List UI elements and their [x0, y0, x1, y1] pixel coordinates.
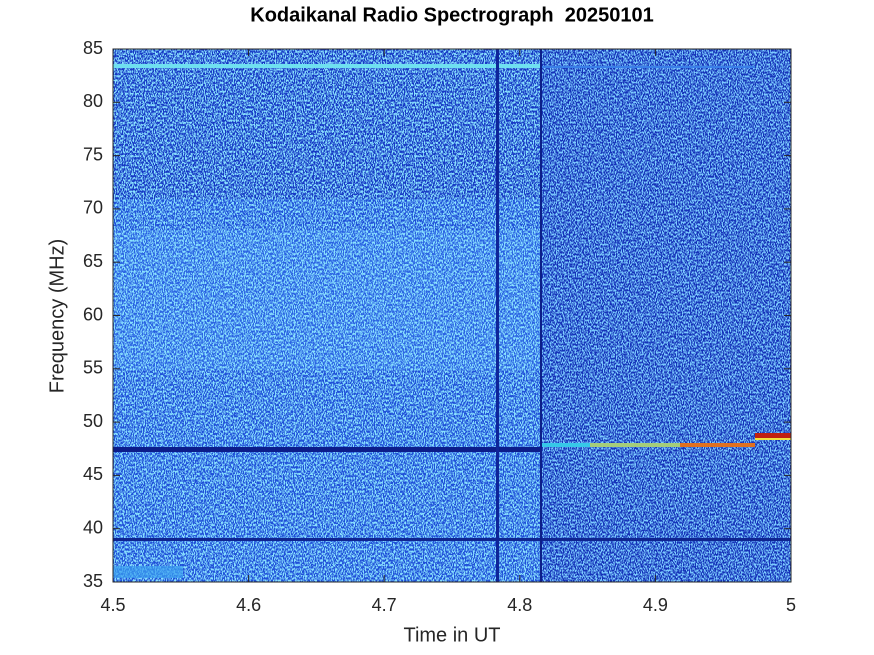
x-tick-label: 4.8 — [507, 595, 532, 615]
y-tick-label: 70 — [83, 198, 103, 218]
y-tick-label: 55 — [83, 358, 103, 378]
y-axis-label: Frequency (MHz) — [46, 239, 68, 393]
x-tick-label: 4.9 — [643, 595, 668, 615]
chart-title: Kodaikanal Radio Spectrograph 20250101 — [250, 4, 654, 26]
y-tick-label: 85 — [83, 38, 103, 58]
spectrogram-image — [113, 49, 791, 582]
y-tick-label: 50 — [83, 411, 103, 431]
y-tick-label: 60 — [83, 304, 103, 324]
x-tick-label: 5 — [786, 595, 796, 615]
y-tick-label: 65 — [83, 251, 103, 271]
x-axis-label: Time in UT — [403, 624, 500, 646]
y-tick-label: 45 — [83, 464, 103, 484]
x-tick-label: 4.6 — [236, 595, 261, 615]
y-tick-label: 35 — [83, 571, 103, 591]
x-tick-label: 4.5 — [100, 595, 125, 615]
y-tick-label: 80 — [83, 91, 103, 111]
x-tick-label: 4.7 — [372, 595, 397, 615]
y-tick-label: 40 — [83, 517, 103, 537]
y-tick-label: 75 — [83, 144, 103, 164]
